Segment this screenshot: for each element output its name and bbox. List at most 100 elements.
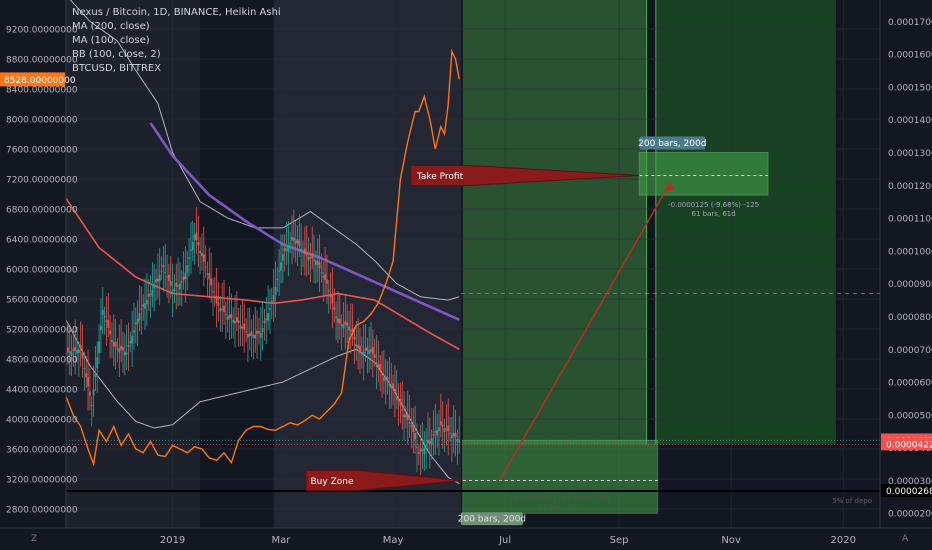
candle-body	[375, 362, 378, 366]
time-tick-label: 2020	[831, 535, 856, 546]
candle-body	[357, 345, 360, 349]
candle-body	[116, 347, 119, 350]
candle	[428, 417, 431, 469]
candle	[267, 285, 270, 330]
candle-body	[278, 270, 281, 272]
candle	[188, 237, 191, 277]
candle-body	[399, 399, 402, 407]
candle-body	[204, 266, 207, 268]
candle	[237, 307, 240, 347]
buy-zone-box	[462, 439, 659, 514]
candle-body	[353, 336, 356, 340]
symbol-title[interactable]: Nexus / Bitcoin, 1D, BINANCE, Heikin Ash…	[72, 7, 281, 18]
flag-label: Buy Zone	[311, 477, 354, 487]
timezone-button[interactable]: Z	[31, 534, 38, 544]
candle	[307, 237, 310, 275]
candle	[193, 222, 196, 265]
candle	[313, 234, 315, 283]
candle	[70, 334, 73, 377]
candle-body	[388, 384, 391, 387]
candle	[368, 326, 371, 373]
candle-body	[191, 242, 194, 251]
candle	[138, 285, 141, 332]
candle-body	[324, 273, 326, 280]
buy-zone-range-label-text: 200 bars, 200d	[458, 515, 526, 525]
take-profit-info-bars: 61 bars, 61d	[692, 210, 736, 218]
candle-body	[344, 321, 347, 326]
candle-body	[142, 304, 145, 307]
candle-body	[175, 282, 178, 287]
candle	[129, 331, 132, 353]
candle	[375, 335, 378, 390]
candle	[223, 280, 225, 325]
candle	[416, 423, 418, 473]
candle	[199, 237, 202, 275]
candle-body	[258, 331, 260, 334]
candle	[406, 390, 409, 445]
candle-body	[294, 240, 297, 244]
candle	[140, 286, 143, 335]
candle-body	[85, 373, 88, 378]
right-tick-label: 0.0000600	[888, 379, 932, 389]
candle	[111, 322, 113, 358]
candle	[364, 323, 367, 362]
candle-body	[412, 424, 415, 433]
candle	[120, 318, 123, 363]
buy-zone-flag[interactable]: Buy Zone	[305, 469, 462, 491]
candle	[316, 238, 319, 283]
take-profit-box	[638, 151, 769, 196]
candle	[305, 225, 308, 277]
candle	[377, 340, 380, 383]
candle-body	[245, 331, 247, 333]
left-tick-label: 9200.00000000	[6, 26, 78, 36]
candle-body	[263, 320, 266, 324]
candle	[239, 304, 242, 347]
auto-scale-button[interactable]: A	[902, 534, 909, 544]
right-tick-label: 0.0000900	[888, 280, 932, 290]
candle-body	[438, 427, 440, 432]
study-ma200-label[interactable]: MA (200, close)	[72, 21, 150, 32]
left-tick-label: 6000.00000000	[6, 266, 78, 276]
study-btcusd-label[interactable]: BTCUSD, BITTREX	[72, 63, 162, 74]
candle	[265, 297, 268, 345]
candle	[438, 410, 440, 456]
btcusd-line	[65, 48, 460, 467]
right-tick-label: 0.0001500	[888, 83, 932, 93]
candle	[155, 268, 157, 302]
candle-body	[213, 296, 216, 298]
candle	[272, 268, 275, 322]
buy-zone-info-bars: 91 bars, 91d	[538, 504, 582, 512]
candle-body	[162, 264, 165, 268]
candle-body	[197, 242, 200, 246]
candle-body	[384, 376, 387, 380]
candle	[259, 306, 262, 361]
candle-body	[103, 315, 106, 318]
candle	[456, 429, 459, 465]
candle	[388, 356, 391, 409]
candle	[384, 359, 387, 405]
candle-body	[458, 440, 461, 443]
candle	[190, 221, 192, 274]
candle-body	[416, 446, 418, 448]
candle	[74, 319, 77, 375]
candle-body	[368, 349, 371, 354]
take-profit-range-label-text: 200 bars, 200d	[638, 139, 706, 149]
candle	[287, 220, 290, 277]
candle-body	[94, 373, 97, 377]
candle	[432, 409, 435, 456]
candle	[215, 267, 218, 328]
candle	[144, 278, 146, 330]
candle	[217, 282, 220, 322]
right-axis-panel	[880, 0, 932, 550]
candle	[105, 296, 108, 346]
take-profit-flag[interactable]: Take Profit	[410, 164, 640, 186]
study-ma100-label[interactable]: MA (100, close)	[72, 35, 150, 46]
candle-body	[212, 291, 214, 293]
candle	[160, 256, 163, 281]
candle	[258, 317, 260, 345]
study-bb-label[interactable]: BB (100, close, 2)	[72, 49, 161, 60]
time-tick-label: Nov	[721, 535, 741, 546]
candle	[131, 311, 134, 368]
candle-body	[355, 343, 358, 347]
